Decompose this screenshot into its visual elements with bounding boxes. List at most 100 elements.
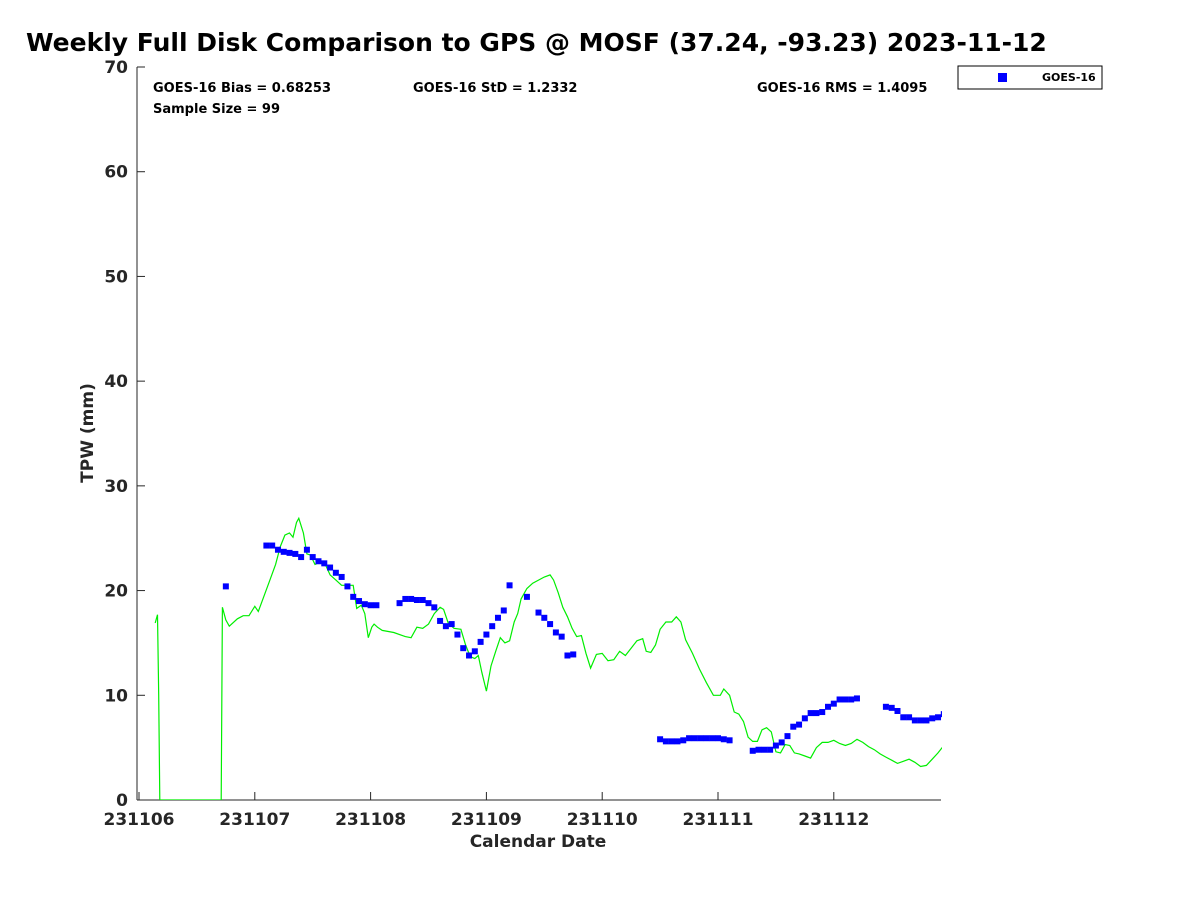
rms-stat: GOES-16 RMS = 1.4095: [757, 81, 927, 96]
goes16-point: [338, 573, 345, 580]
goes16-point: [419, 596, 426, 603]
goes16-point: [790, 723, 797, 730]
goes16-point: [923, 717, 930, 724]
goes16-point: [437, 617, 444, 624]
sample-size-stat: Sample Size = 99: [153, 102, 280, 117]
goes16-point: [882, 703, 889, 710]
goes16-point: [929, 715, 936, 722]
goes16-point: [344, 583, 351, 590]
y-tick-label: 10: [104, 686, 128, 706]
goes16-point: [332, 569, 339, 576]
y-axis-label: TPW (mm): [78, 383, 98, 483]
y-tick-label: 30: [104, 477, 128, 497]
bias-stat: GOES-16 Bias = 0.68253: [153, 81, 331, 96]
x-tick-label: 231107: [219, 810, 290, 830]
y-tick-label: 50: [104, 267, 128, 287]
goes16-point: [674, 738, 681, 745]
goes16-point: [935, 714, 942, 721]
goes16-point: [402, 595, 409, 602]
goes16-point: [964, 694, 970, 700]
goes16-point: [292, 550, 299, 557]
goes16-point: [547, 621, 554, 628]
axes: [136, 67, 941, 801]
goes16-point: [784, 733, 791, 740]
goes16-point: [564, 652, 571, 659]
goes16-point: [309, 554, 316, 561]
goes16-point: [796, 721, 803, 728]
goes16-point: [853, 695, 860, 702]
goes16-point: [842, 696, 849, 703]
goes16-point: [772, 742, 779, 749]
goes16-point: [697, 735, 704, 742]
goes16-point: [274, 546, 281, 553]
legend-box: [957, 65, 1103, 90]
goes16-point: [680, 737, 687, 744]
x-axis-ticks: 231106 231107 231108 231109 231110 231111 2311…: [104, 792, 869, 830]
goes16-point: [900, 714, 907, 721]
goes16-point: [350, 593, 357, 600]
goes16-point: [993, 680, 999, 686]
goes16-point: [726, 737, 733, 744]
goes16-point: [541, 614, 548, 621]
goes16-point: [888, 704, 895, 711]
goes16-point: [408, 595, 415, 602]
goes16-point: [315, 558, 322, 565]
goes16-point: [801, 715, 808, 722]
goes16-point: [558, 633, 565, 640]
legend: GOES-16: [957, 65, 1103, 90]
goes16-point: [535, 609, 542, 616]
goes16-point: [570, 651, 577, 658]
goes16-point: [987, 686, 993, 692]
y-tick-label: 60: [104, 163, 128, 183]
goes16-point: [303, 546, 310, 553]
goes16-point: [460, 645, 467, 652]
y-axis-ticks: 0 10 20 30 40 50 60 70: [104, 58, 145, 811]
goes16-point: [761, 746, 768, 753]
goes16-point: [466, 652, 473, 659]
goes16-point: [483, 631, 490, 638]
x-tick-label: 231112: [798, 810, 869, 830]
goes16-point: [657, 736, 664, 743]
goes16-point: [940, 711, 942, 718]
chart-title: Weekly Full Disk Comparison to GPS @ MOS…: [26, 28, 1047, 57]
goes16-point: [489, 623, 496, 630]
goes16-point: [830, 700, 837, 707]
goes16-point: [442, 623, 449, 630]
goes16-point: [917, 717, 924, 724]
goes16-point: [715, 735, 721, 742]
goes16-point: [906, 714, 913, 721]
goes16-point: [970, 692, 976, 698]
goes16-point: [981, 687, 987, 693]
goes16-point: [356, 598, 363, 605]
goes16-point: [327, 564, 334, 571]
goes16-point: [552, 629, 559, 636]
x-tick-label: 231111: [683, 810, 754, 830]
x-tick-label: 231110: [567, 810, 638, 830]
goes16-point: [298, 554, 305, 561]
goes16-point: [500, 607, 507, 614]
goes16-point: [807, 710, 814, 717]
goes16-point: [709, 735, 716, 742]
goes16-point: [222, 583, 229, 590]
y-tick-label: 70: [104, 58, 128, 78]
goes16-point: [947, 707, 953, 713]
goes16-point: [703, 735, 710, 742]
goes16-point: [471, 648, 478, 655]
goes16-point: [691, 735, 698, 742]
reference-line: [154, 516, 942, 800]
goes16-point: [321, 560, 328, 567]
x-tick-label: 231109: [451, 810, 522, 830]
goes16-point: [523, 593, 530, 600]
goes16-point: [720, 736, 727, 743]
goes16-point: [506, 582, 513, 589]
goes16-point: [976, 688, 982, 694]
goes16-point: [686, 735, 693, 742]
goes16-point: [367, 602, 374, 609]
goes16-series: [222, 542, 999, 754]
goes16-point: [813, 710, 820, 717]
goes16-point: [263, 542, 270, 549]
goes16-point: [448, 621, 455, 628]
goes16-point: [454, 631, 461, 638]
x-axis-label: Calendar Date: [470, 832, 607, 852]
